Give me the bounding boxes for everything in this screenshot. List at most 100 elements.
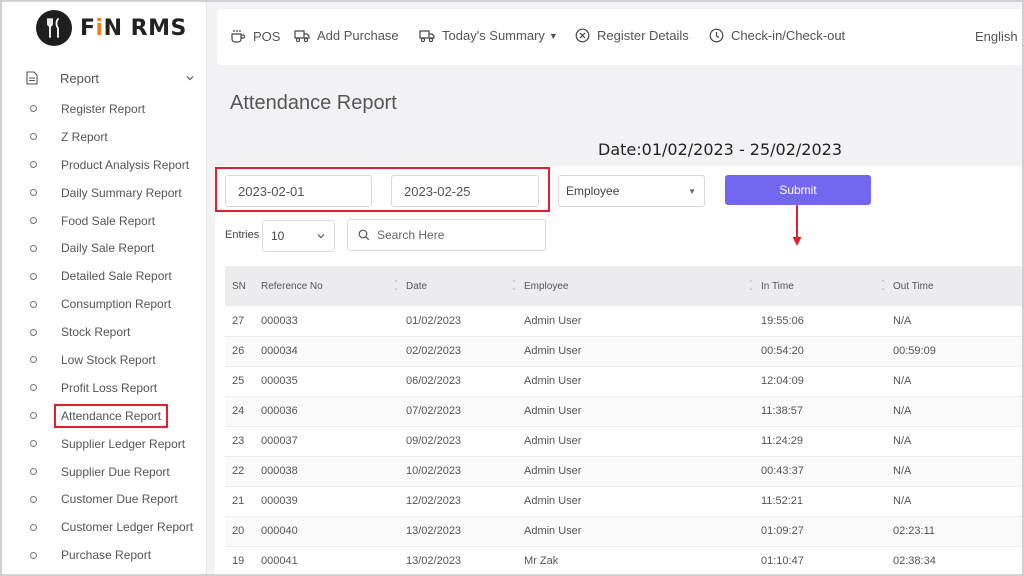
cell-employee: Admin User	[511, 456, 748, 487]
circle-bullet-icon	[30, 412, 37, 420]
page-title: Attendance Report	[230, 92, 397, 114]
cell-sn: 19	[225, 546, 261, 574]
sidebar-item-label: Supplier Due Report	[61, 464, 170, 479]
sidebar-item-attendance-report[interactable]: Attendance Report	[26, 402, 206, 430]
end-date-input[interactable]	[391, 175, 539, 207]
cell-out-time: 00:59:09	[880, 336, 1022, 367]
top-navbar: POS Add Purchase Today's Summary ▼	[217, 9, 1022, 65]
sidebar-item-label: Food Sale Report	[61, 213, 156, 228]
pos-label: POS	[253, 28, 281, 44]
pos-button[interactable]: POS	[230, 28, 280, 44]
sidebar-item-detailed-sale-report[interactable]: Detailed Sale Report	[26, 262, 206, 290]
brand-name: FiN RMS	[80, 15, 187, 41]
register-details-button[interactable]: Register Details	[575, 28, 689, 43]
cell-sn: 22	[225, 456, 261, 487]
cell-employee: Admin User	[511, 486, 748, 517]
todays-summary-dropdown[interactable]: Today's Summary ▼	[419, 28, 558, 43]
cell-sn: 20	[225, 516, 261, 547]
entries-select[interactable]: 10	[262, 220, 335, 252]
table-row: 19 000041 13/02/2023 Mr Zak 01:10:47 02:38:34	[225, 546, 1022, 574]
cell-out-time: 02:23:11	[880, 516, 1022, 547]
language-label: English	[975, 29, 1018, 44]
sidebar-item-profit-loss-report[interactable]: Profit Loss Report	[26, 374, 206, 402]
table-row: 23 000037 09/02/2023 Admin User 11:24:29 N/A	[225, 426, 1022, 457]
chevron-down-icon	[317, 234, 325, 239]
sidebar-item-z-report[interactable]: Z Report	[26, 123, 206, 151]
sidebar-item-supplier-due-report[interactable]: Supplier Due Report	[26, 458, 206, 486]
cell-in-time: 11:24:29	[748, 426, 880, 457]
sort-icon: ⌃ ⌄	[393, 279, 399, 292]
cell-date: 01/02/2023	[393, 306, 511, 337]
check-in-out-label: Check-in/Check-out	[731, 28, 846, 43]
cell-out-time: N/A	[880, 366, 1022, 397]
sidebar-item-low-stock-report[interactable]: Low Stock Report	[26, 346, 206, 374]
column-header-employee[interactable]: ⌃ ⌄ Employee	[511, 266, 748, 306]
circle-bullet-icon	[30, 105, 37, 113]
sidebar-item-customer-ledger-report[interactable]: Customer Ledger Report	[26, 513, 206, 541]
circle-bullet-icon	[30, 189, 37, 197]
column-header-date[interactable]: ⌃ ⌄ Date	[393, 266, 511, 306]
sidebar-item-daily-summary-report[interactable]: Daily Summary Report	[26, 179, 206, 207]
cell-reference-no: 000040	[261, 516, 393, 547]
language-selector[interactable]: English	[975, 29, 1018, 44]
sidebar-item-stock-report[interactable]: Stock Report	[26, 318, 206, 346]
table-row: 21 000039 12/02/2023 Admin User 11:52:21 N/A	[225, 486, 1022, 517]
clock-icon	[709, 28, 724, 43]
cell-reference-no: 000036	[261, 396, 393, 427]
cell-employee: Admin User	[511, 516, 748, 547]
truck-icon	[294, 29, 310, 42]
chevron-down-icon	[186, 76, 194, 81]
sidebar-item-label: Profit Loss Report	[61, 380, 158, 395]
caret-down-icon: ▼	[688, 186, 696, 196]
sidebar-item-customer-due-report[interactable]: Customer Due Report	[26, 485, 206, 513]
sidebar-item-label: Daily Summary Report	[61, 185, 182, 200]
cell-reference-no: 000038	[261, 456, 393, 487]
cell-out-time: N/A	[880, 426, 1022, 457]
sidebar-item-supplier-ledger-report[interactable]: Supplier Ledger Report	[26, 430, 206, 458]
search-input[interactable]	[377, 228, 537, 242]
circle-bullet-icon	[30, 523, 37, 531]
cell-in-time: 00:54:20	[748, 336, 880, 367]
add-purchase-label: Add Purchase	[317, 28, 399, 43]
employee-select-value: Employee	[566, 184, 620, 198]
cell-date: 10/02/2023	[393, 456, 511, 487]
column-header-sn[interactable]: SN	[225, 266, 261, 306]
column-header-reference-no[interactable]: Reference No	[261, 266, 393, 306]
sidebar-item-label: Supplier Ledger Report	[61, 436, 186, 451]
circle-bullet-icon	[30, 356, 37, 364]
employee-select[interactable]: Employee ▼	[558, 175, 705, 207]
column-header-in-time[interactable]: ⌃ ⌄ In Time	[748, 266, 880, 306]
circle-bullet-icon	[30, 133, 37, 141]
sidebar-item-label: Consumption Report	[61, 297, 172, 312]
sidebar-item-consumption-report[interactable]: Consumption Report	[26, 290, 206, 318]
report-menu-list: Register Report Z Report Product Analysis …	[26, 95, 206, 569]
submit-button[interactable]: Submit	[725, 175, 871, 205]
cell-in-time: 19:55:06	[748, 306, 880, 337]
cell-out-time: N/A	[880, 396, 1022, 427]
cell-in-time: 00:43:37	[748, 456, 880, 487]
add-purchase-button[interactable]: Add Purchase	[294, 28, 399, 43]
table-row: 26 000034 02/02/2023 Admin User 00:54:20 00:5…	[225, 336, 1022, 367]
sidebar-item-product-analysis-report[interactable]: Product Analysis Report	[26, 151, 206, 179]
sort-icon: ⌃ ⌄	[511, 279, 517, 292]
check-in-out-button[interactable]: Check-in/Check-out	[709, 28, 845, 43]
circle-bullet-icon	[30, 468, 37, 476]
start-date-input[interactable]	[225, 175, 372, 207]
cell-date: 13/02/2023	[393, 516, 511, 547]
sidebar-item-daily-sale-report[interactable]: Daily Sale Report	[26, 234, 206, 262]
sidebar-item-food-sale-report[interactable]: Food Sale Report	[26, 207, 206, 235]
search-box[interactable]	[347, 219, 546, 251]
circle-bullet-icon	[30, 300, 37, 308]
sidebar-item-register-report[interactable]: Register Report	[26, 95, 206, 123]
table-body: 27 000033 01/02/2023 Admin User 19:55:06 N/A 2…	[225, 306, 1022, 574]
cell-employee: Admin User	[511, 306, 748, 337]
date-inputs-highlight	[215, 167, 550, 212]
attendance-table: SN Reference No ⌃ ⌄ Date ⌃ ⌄ Employee ⌃ ⌄ In T…	[225, 266, 1022, 574]
todays-summary-label: Today's Summary	[442, 28, 545, 43]
report-menu-toggle[interactable]: Report	[26, 68, 196, 88]
brand-logo[interactable]: FiN RMS	[36, 8, 187, 48]
search-icon	[358, 229, 370, 241]
sidebar-item-label: Z Report	[61, 129, 108, 144]
column-header-out-time[interactable]: ⌃ ⌄ Out Time	[880, 266, 1022, 306]
sidebar-item-purchase-report[interactable]: Purchase Report	[26, 541, 206, 569]
